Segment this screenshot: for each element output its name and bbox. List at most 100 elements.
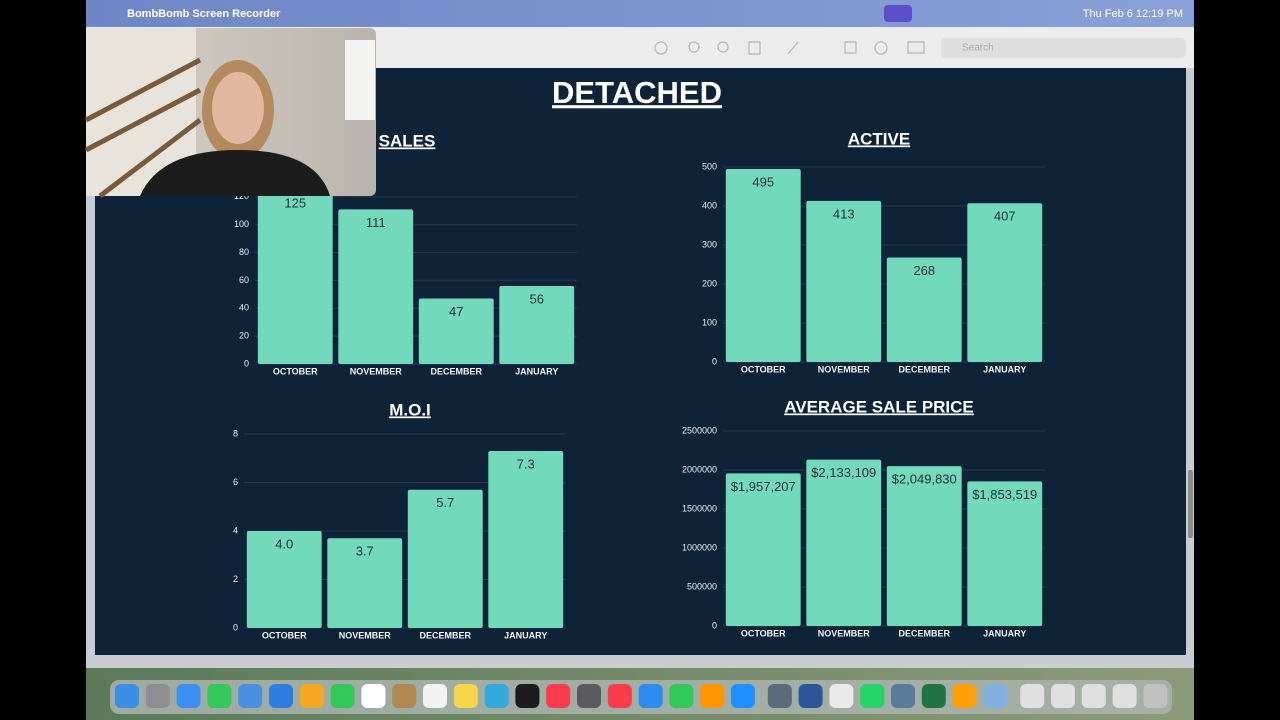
search-field[interactable] [941,38,1186,58]
webcam-overlay [84,28,376,198]
value-label: 111 [366,215,386,230]
dock-icon[interactable] [145,684,170,708]
dock-icons [115,684,1168,708]
y-tick-label: 80 [239,247,249,257]
dock-icon[interactable] [361,684,386,708]
dock-icon[interactable] [1051,684,1075,708]
value-label: 413 [833,206,855,221]
dock-icon[interactable] [238,684,263,708]
x-tick-label: DECEMBER [430,366,482,376]
value-label: $1,957,207 [731,479,796,494]
dock-icon[interactable] [577,684,601,708]
dock-icon[interactable] [1081,684,1106,708]
y-tick-label: 8 [233,428,238,438]
bar [499,286,575,364]
x-tick-label: OCTOBER [262,630,307,640]
y-tick-label: 4 [233,525,238,535]
y-tick-label: 2500000 [682,425,717,435]
search-placeholder: Search [962,43,994,54]
dock-icon[interactable] [669,684,694,708]
chart: AVERAGE SALE PRICE 0 500000 1000000 1500000 2… [682,397,1045,638]
dock-icon[interactable] [453,684,478,708]
chart-title: AVERAGE SALE PRICE [784,397,974,416]
dock-icon[interactable] [176,684,201,708]
dock-icon[interactable] [829,684,854,708]
value-label: 3.7 [356,544,374,559]
dock-icon[interactable] [515,684,540,708]
bar [967,203,1043,362]
bar [246,531,322,628]
dock-icon[interactable] [860,684,885,708]
dock-icon[interactable] [330,684,355,708]
bar [327,538,403,628]
dock-icon[interactable] [392,684,417,708]
dock-icon[interactable] [1112,684,1137,708]
bar [418,298,494,364]
dock-icon[interactable] [1143,684,1168,708]
dock-icon[interactable] [638,684,663,708]
y-tick-label: 300 [702,239,717,249]
dock-icon[interactable] [798,684,823,708]
status-icon[interactable] [884,5,912,22]
dock-icon[interactable] [983,684,1008,708]
dock-icon[interactable] [952,684,977,708]
x-tick-label: JANUARY [504,630,547,640]
y-tick-label: 40 [239,303,249,313]
dock-icon[interactable] [299,684,324,708]
value-label: $1,853,519 [972,487,1037,502]
dock-icon[interactable] [423,684,447,708]
dock-icon[interactable] [269,684,293,708]
x-tick-label: OCTOBER [741,364,786,374]
x-tick-label: NOVEMBER [818,364,871,374]
value-label: 47 [449,304,463,319]
y-tick-label: 500 [702,161,717,171]
y-tick-label: 200 [702,278,717,288]
dock-icon[interactable] [546,684,571,708]
y-tick-label: 0 [712,356,717,366]
bar [806,459,882,626]
y-tick-label: 100 [702,317,717,327]
y-tick-label: 2000000 [682,464,717,474]
app-name[interactable]: BombBomb Screen Recorder [127,8,281,20]
dock-icon[interactable] [700,684,725,708]
scrollbar[interactable] [1188,470,1193,538]
dock-icon[interactable] [891,684,915,708]
y-tick-label: 20 [239,331,249,341]
chart-title: ACTIVE [848,129,910,148]
value-label: 407 [994,209,1016,224]
chart: SALES 0 20 40 60 80 100 120 125 OCTOBER 111 NOVEMBE… [234,131,577,376]
x-tick-label: OCTOBER [741,628,786,638]
bar [257,189,333,364]
bar [338,209,414,364]
value-label: 125 [284,195,306,210]
y-tick-label: 0 [244,358,249,368]
dock-icon[interactable] [731,684,755,708]
dock-icon[interactable] [921,684,946,708]
bar [725,473,801,626]
x-tick-label: DECEMBER [898,364,950,374]
dock-icon[interactable] [115,684,139,708]
dock-icon[interactable] [484,684,509,708]
y-tick-label: 6 [233,477,238,487]
dock-icon[interactable] [607,684,632,708]
x-tick-label: JANUARY [983,628,1026,638]
clock[interactable]: Thu Feb 6 12:19 PM [1083,8,1183,20]
toolbar-icons[interactable] [654,41,925,55]
chart: ACTIVE 0 100 200 300 400 500 495 OCTOBER 413 NOVEM… [702,129,1045,374]
x-tick-label: DECEMBER [419,630,471,640]
y-tick-label: 1500000 [682,503,717,513]
y-tick-label: 0 [712,620,717,630]
value-label: 495 [752,174,774,189]
value-label: 5.7 [436,495,454,510]
dock-icon[interactable] [767,684,792,708]
bar [407,489,483,628]
dock-icon[interactable] [1020,684,1045,708]
value-label: 7.3 [517,456,535,471]
chart-title: M.O.I [389,400,431,419]
bar [488,450,564,628]
x-tick-label: DECEMBER [898,628,950,638]
y-tick-label: 100 [234,219,249,229]
y-tick-label: 500000 [687,581,717,591]
dock-icon[interactable] [207,684,232,708]
